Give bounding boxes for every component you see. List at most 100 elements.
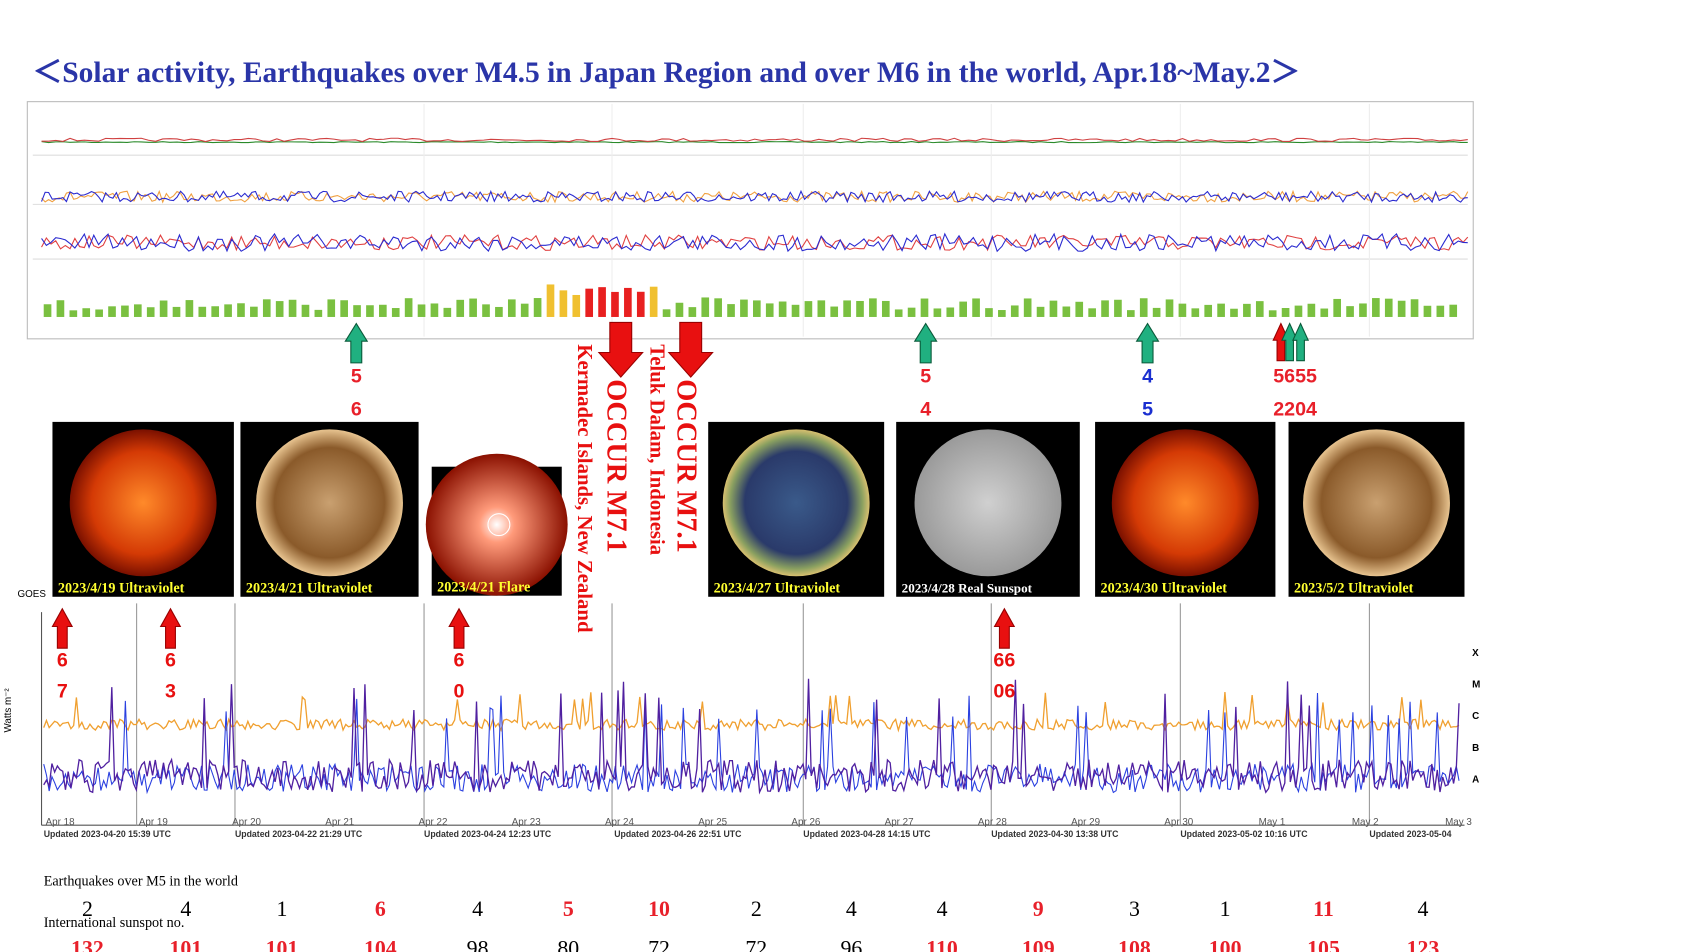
date-label: Apr 30 <box>1164 817 1193 828</box>
earthquake-count: 6 <box>375 897 386 921</box>
kp-bar <box>1062 306 1071 317</box>
kp-bar <box>391 308 400 317</box>
kp-bar <box>1178 303 1187 317</box>
kp-bar <box>82 308 91 317</box>
updated-label: Updated 2023-05-04 <box>1369 829 1451 839</box>
row-label: International sunspot no. <box>44 915 185 931</box>
updated-label: Updated 2023-05-02 10:16 UTC <box>1180 829 1308 839</box>
kp-bar <box>1101 300 1109 317</box>
trace <box>41 137 1468 143</box>
kp-bar <box>559 290 568 317</box>
updated-label: Updated 2023-04-22 21:29 UTC <box>235 829 363 839</box>
kp-bar <box>778 301 787 317</box>
y-axis-label: Watts m⁻² <box>3 688 14 733</box>
kp-bar <box>714 298 722 317</box>
earthquake-count: 1 <box>277 897 288 921</box>
kp-bar <box>1346 306 1354 317</box>
kp-bar <box>1281 308 1290 317</box>
sunspot-number: 109 <box>1022 936 1055 952</box>
kp-bar <box>1127 310 1135 317</box>
image-caption: 2023/4/19 Ultraviolet <box>58 580 185 596</box>
flux-trace <box>43 678 1460 795</box>
kp-bar <box>1114 299 1122 317</box>
arrow <box>159 607 182 649</box>
kp-bar <box>1268 310 1277 317</box>
kp-bar <box>701 297 710 317</box>
image-caption: 2023/5/2 Ultraviolet <box>1294 580 1414 596</box>
kp-bar <box>520 303 529 317</box>
magnitude: 5 <box>1142 398 1153 420</box>
kp-bar <box>469 298 477 317</box>
kp-bar <box>920 298 929 317</box>
kp-bar <box>417 304 426 317</box>
kp-bar <box>894 309 903 317</box>
kp-bar <box>1023 298 1032 317</box>
kp-bar <box>507 299 516 317</box>
kp-bar <box>907 307 916 317</box>
sunspot-number: 132 <box>71 936 104 952</box>
image-caption: 2023/4/27 Ultraviolet <box>714 580 841 596</box>
arrow <box>597 321 644 378</box>
kp-bar <box>572 294 581 317</box>
image-caption: 2023/4/30 Ultraviolet <box>1101 580 1228 596</box>
updated-label: Updated 2023-04-26 22:51 UTC <box>614 829 742 839</box>
trace <box>41 140 1468 144</box>
kp-bar <box>262 299 271 317</box>
kp-bar <box>1036 306 1045 317</box>
kp-bar <box>727 304 735 317</box>
magnitude: 4 <box>920 398 931 420</box>
kp-bar <box>250 306 258 317</box>
kp-bar <box>1397 300 1406 317</box>
kp-bar <box>288 299 297 317</box>
kp-bar <box>1165 299 1174 317</box>
updated-label: Updated 2023-04-20 15:39 UTC <box>44 829 172 839</box>
kp-bar <box>340 300 348 317</box>
kp-bar <box>546 284 555 317</box>
sun-disc <box>1111 429 1259 577</box>
kp-bar <box>1243 303 1251 317</box>
earthquake-count: 10 <box>648 897 670 921</box>
date-label: Apr 22 <box>419 817 448 828</box>
trace <box>41 233 1469 252</box>
kp-bar <box>1217 303 1225 317</box>
earthquake-count: 4 <box>1417 897 1428 921</box>
earthquake-count: 5 <box>563 897 574 921</box>
flare-class: B <box>1472 743 1479 754</box>
kp-bar <box>43 304 52 317</box>
date-label: Apr 20 <box>232 817 261 828</box>
date-label: May 1 <box>1259 817 1286 828</box>
date-label: Apr 24 <box>605 817 634 828</box>
kp-bar <box>585 288 594 317</box>
kp-bar <box>675 302 684 317</box>
date-label: Apr 18 <box>46 817 75 828</box>
kp-bar <box>636 291 645 317</box>
kp-bar <box>933 308 942 317</box>
source-label: GOES <box>17 589 46 600</box>
kp-bar <box>301 304 310 317</box>
earthquake-count: 4 <box>180 897 191 921</box>
earthquake-count: 2 <box>82 897 93 921</box>
magnitude: 4 <box>1142 366 1153 388</box>
flare-class: A <box>1472 775 1479 786</box>
kp-bar <box>443 307 452 317</box>
kp-bar <box>1307 303 1316 317</box>
arrow <box>1135 322 1160 364</box>
kp-bar <box>972 298 980 317</box>
updated-label: Updated 2023-04-28 14:15 UTC <box>803 829 931 839</box>
date-label: Apr 26 <box>791 817 820 828</box>
date-label: Apr 23 <box>512 817 541 828</box>
earthquake-count: 2 <box>751 897 762 921</box>
magnitude: 3 <box>165 680 176 702</box>
kp-bar <box>1075 301 1084 317</box>
kp-bar <box>198 306 207 317</box>
kp-bar <box>95 309 103 317</box>
sunspot-number: 105 <box>1307 936 1340 952</box>
magnitude: 66 <box>993 650 1015 672</box>
kp-bar <box>1010 305 1019 317</box>
kp-bar <box>533 298 542 317</box>
kp-bar <box>1333 298 1341 317</box>
magnitude: 0 <box>454 680 465 702</box>
updated-label: Updated 2023-04-24 12:23 UTC <box>424 829 552 839</box>
